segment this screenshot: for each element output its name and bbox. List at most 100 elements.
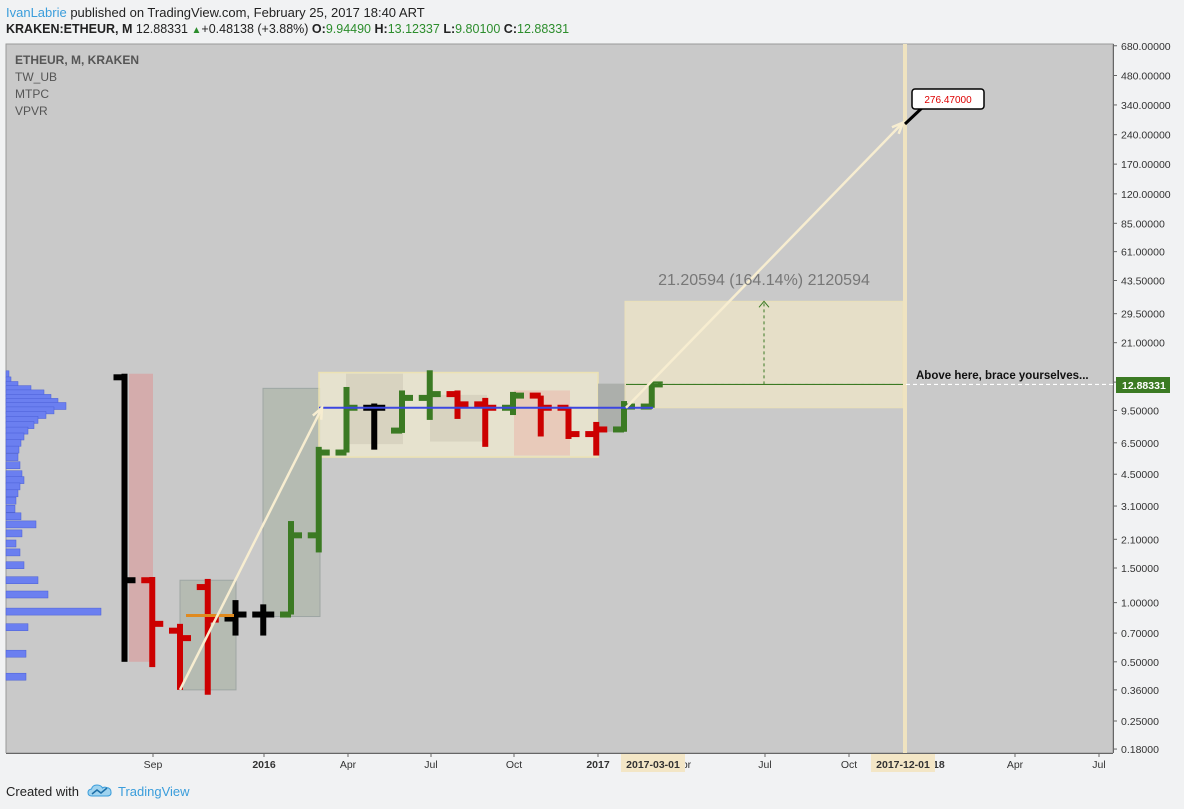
- chart-header: IvanLabrie published on TradingView.com,…: [0, 0, 1184, 44]
- volume-profile-bar: [5, 505, 16, 513]
- legend-indicator-mtpc[interactable]: MTPC: [15, 87, 49, 101]
- volume-profile-bar: [5, 476, 25, 484]
- volume-profile-bar: [5, 512, 22, 521]
- price-tick-label: 0.36000: [1121, 685, 1159, 697]
- volume-profile-bar: [5, 576, 39, 584]
- projection-arrow-line: [178, 407, 324, 691]
- candle-close-tick: [624, 403, 635, 410]
- date-marker-label: 2017-12-01: [876, 759, 930, 771]
- high-value: 13.12337: [387, 22, 440, 36]
- volume-profile-bar: [5, 489, 19, 498]
- legend-indicator-vpvr[interactable]: VPVR: [15, 104, 48, 118]
- price-tick-label: 61.00000: [1121, 247, 1165, 259]
- time-tick-label: Jul: [758, 759, 771, 771]
- candle-close-tick: [513, 392, 524, 399]
- last-price-tag: 12.88331: [1116, 377, 1170, 393]
- candle-open-tick: [169, 627, 180, 634]
- volume-profile-bar: [5, 649, 27, 658]
- time-axis: Sep2016AprJulOct2017AprJulOct2018AprJul2…: [144, 753, 1106, 772]
- low-label: L:: [443, 22, 456, 36]
- time-tick-label: 2016: [252, 759, 276, 771]
- candle-body: [121, 373, 128, 662]
- candle-body: [288, 521, 294, 615]
- date-marker-bg: [621, 754, 685, 772]
- candle-open-tick: [141, 577, 153, 584]
- candle-close-tick: [124, 577, 136, 584]
- legend-indicator-tw-ub[interactable]: TW_UB: [15, 70, 57, 84]
- tradingview-link[interactable]: TradingView: [118, 784, 190, 799]
- drawdown-box: [129, 373, 153, 662]
- date-marker-label: 2017-03-01: [626, 759, 680, 771]
- candle-close-tick: [568, 431, 580, 438]
- candle-body: [343, 386, 350, 453]
- candle-body: [399, 390, 405, 433]
- price-axis: 680.00000 480.00000 340.00000 240.00000 170.…: [1113, 41, 1171, 756]
- volume-profile-bar: [5, 590, 49, 599]
- legend-title: ETHEUR, M, KRAKEN: [15, 53, 139, 67]
- measure-arrowhead: [758, 300, 770, 308]
- candle-body: [537, 395, 544, 437]
- last-price: 12.88331: [135, 22, 189, 36]
- time-tick-label: Jul: [1092, 759, 1105, 771]
- target-callout: 276.47000: [903, 88, 985, 126]
- ohlc-line: KRAKEN:ETHEUR, M 12.88331 ▲+0.48138 (+3.…: [6, 22, 569, 36]
- price-tick-label: 0.70000: [1121, 628, 1159, 640]
- candle-open-tick: [613, 426, 624, 433]
- price-tick-label: 3.10000: [1121, 501, 1159, 513]
- candle-body: [177, 623, 183, 690]
- candle-close-tick: [596, 426, 608, 433]
- price-tick-label: 0.50000: [1121, 657, 1159, 669]
- candle-close-tick: [291, 532, 302, 539]
- projection-arrowhead: [312, 404, 324, 420]
- time-tick-label: Sep: [144, 759, 163, 771]
- candle-open-tick: [446, 391, 458, 398]
- volume-profile-bar: [5, 520, 37, 529]
- candle-open-tick: [280, 611, 291, 618]
- author-link[interactable]: IvanLabrie: [6, 5, 67, 20]
- close-value: 12.88331: [517, 22, 570, 36]
- candle-close-tick: [207, 616, 219, 623]
- candle-open-tick: [418, 394, 430, 401]
- volume-profile-bar: [5, 432, 25, 441]
- tradingview-cloud-icon[interactable]: [87, 783, 113, 799]
- candle-open-tick: [529, 392, 541, 399]
- candle-close-tick: [318, 449, 330, 456]
- volume-profile-bar: [5, 453, 19, 461]
- candle-close-tick: [180, 635, 191, 642]
- up-triangle-icon: ▲: [191, 25, 202, 36]
- candle-close-tick: [152, 620, 164, 627]
- volume-profile-bar: [5, 439, 22, 447]
- volume-profile-bar: [5, 539, 17, 548]
- publish-info: published on TradingView.com, February 2…: [66, 5, 425, 20]
- candle-body: [648, 382, 655, 408]
- high-label: H:: [374, 22, 388, 36]
- time-tick-label: Apr: [1007, 759, 1024, 771]
- price-tick-label: 0.18000: [1121, 744, 1159, 756]
- candle-close-tick: [263, 611, 275, 618]
- price-tick-label: 29.50000: [1121, 309, 1165, 321]
- candle-close-tick: [429, 391, 441, 398]
- candle-close-tick: [402, 394, 413, 401]
- price-tick-label: 240.00000: [1121, 130, 1171, 142]
- symbol-label: KRAKEN:ETHEUR, M: [6, 22, 133, 36]
- price-tick-label: 1.50000: [1121, 563, 1159, 575]
- candle-open-tick: [252, 611, 264, 618]
- measure-label: 21.20594 (164.14%) 2120594: [658, 272, 870, 289]
- volume-profile-bar: [5, 548, 21, 557]
- price-change: +0.48138 (+3.88%): [201, 22, 309, 36]
- candle-body: [621, 401, 627, 432]
- volume-profile-bar: [5, 529, 23, 538]
- candle-body: [593, 421, 600, 456]
- time-tick-label: Jul: [424, 759, 437, 771]
- price-axis-background: [1113, 44, 1184, 753]
- price-tick-label: 120.00000: [1121, 189, 1171, 201]
- low-value: 9.80100: [455, 22, 501, 36]
- open-value: 9.94490: [325, 22, 371, 36]
- date-marker-bg: [871, 754, 935, 772]
- time-tick-label: 2017: [586, 759, 610, 771]
- candle-open-tick: [585, 431, 597, 438]
- candle-open-tick: [335, 449, 347, 456]
- candle-close-tick: [235, 611, 247, 618]
- time-tick-label: Oct: [841, 759, 857, 771]
